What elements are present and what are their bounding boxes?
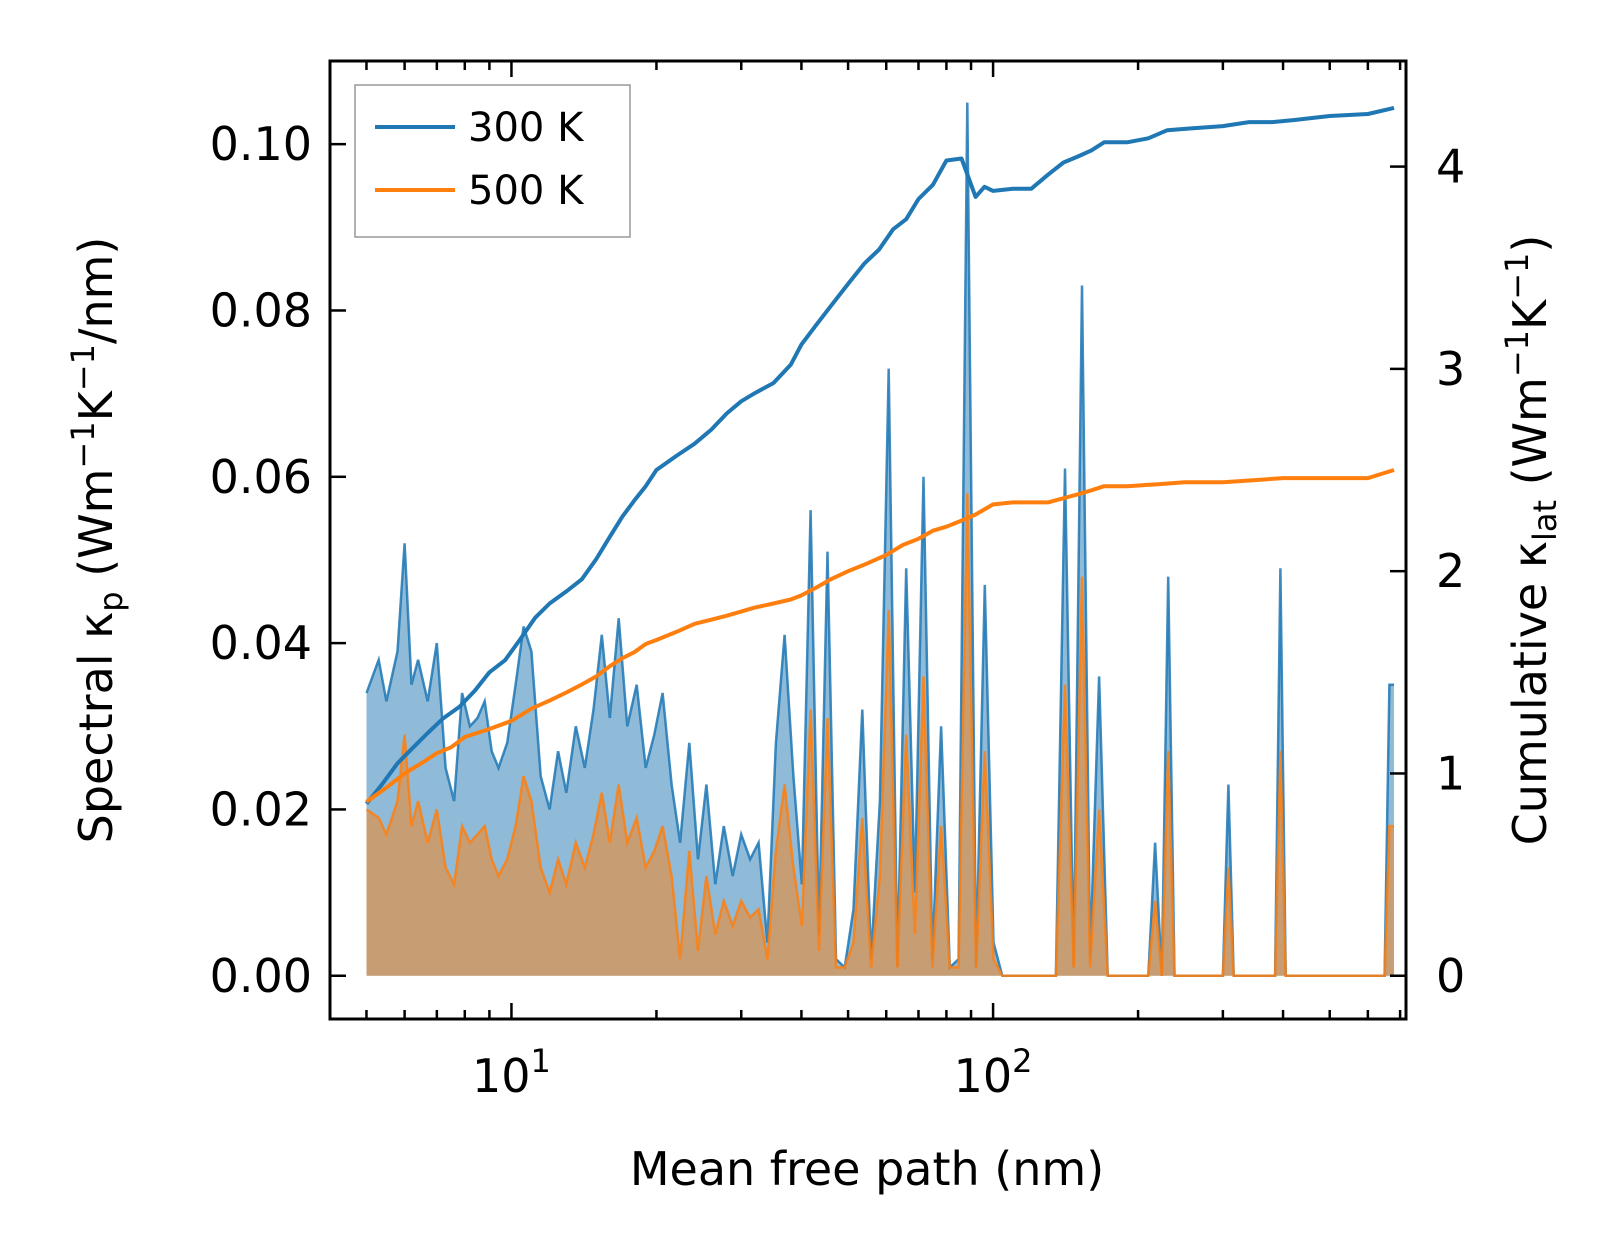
y-label-left-sup1: −1 — [64, 421, 102, 468]
y-label-left-unit-mid: K — [69, 389, 123, 421]
cumulative-line-500k — [365, 468, 1395, 804]
y-label-right-unit-post: ) — [1503, 235, 1557, 253]
legend-label-300k: 300 K — [468, 105, 585, 151]
x-axis-label: Mean free path (nm) — [630, 1142, 1104, 1196]
y-tick-label-right: 2 — [1436, 544, 1465, 598]
y-label-left-unit-pre: (Wm — [69, 469, 123, 592]
x-tick-label: 102 — [954, 1042, 1033, 1103]
y-label-left-unit-post: /nm) — [69, 237, 123, 344]
y-axis-label-right: Cumulative κlat (Wm−1K−1) — [1498, 235, 1564, 846]
y-label-left-sup2: −1 — [64, 344, 102, 391]
y-axis-label-left: Spectral κp (Wm−1K−1/nm) — [64, 237, 130, 844]
y-tick-label-left: 0.00 — [210, 949, 312, 1003]
spectral-line-300k — [365, 102, 1394, 978]
y-tick-label-left: 0.02 — [210, 782, 312, 836]
y-tick-label-left: 0.10 — [210, 117, 312, 171]
spectral-area-500k — [366, 493, 1394, 976]
cumulative-line-300k — [364, 105, 1395, 806]
y-label-right-sup1: −1 — [1498, 330, 1536, 377]
y-label-right-sub: lat — [1526, 500, 1564, 541]
y-tick-label-left: 0.08 — [210, 283, 312, 337]
y-tick-label-left: 0.06 — [210, 450, 312, 504]
spectral-fills — [365, 102, 1394, 978]
y-label-right-unit-mid: K — [1503, 298, 1557, 330]
y-label-left-sub: p — [92, 591, 130, 611]
cumulative-lines — [364, 105, 1395, 806]
legend-label-500k: 500 K — [468, 168, 585, 214]
x-tick-label: 101 — [472, 1042, 551, 1103]
y-label-right-sup2: −1 — [1498, 253, 1536, 300]
y-tick-label-left: 0.04 — [210, 616, 312, 670]
y-label-right-unit-pre: (Wm — [1503, 377, 1557, 500]
y-tick-label-right: 1 — [1436, 746, 1465, 800]
y-tick-label-right: 0 — [1436, 949, 1465, 1003]
legend-box — [354, 84, 631, 238]
spectral-area-300k — [366, 102, 1394, 976]
y-tick-label-right: 3 — [1436, 342, 1465, 396]
legend: 300 K 500 K — [354, 84, 631, 238]
y-label-left-prefix: Spectral κ — [69, 612, 123, 844]
spectral-line-500k — [365, 493, 1394, 978]
plot-frame — [328, 59, 1408, 1021]
y-label-right-prefix: Cumulative κ — [1503, 541, 1557, 845]
y-tick-label-right: 4 — [1436, 140, 1465, 194]
